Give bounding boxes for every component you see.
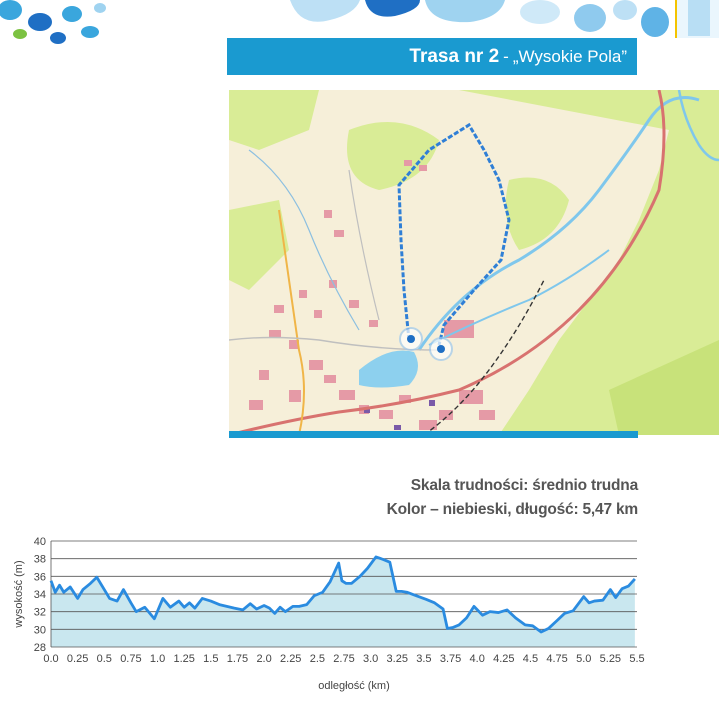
- river: [428, 249, 610, 346]
- x-tick-label: 1.0: [150, 653, 165, 665]
- x-tick-label: 2.25: [280, 653, 301, 665]
- x-tick-label: 5.25: [600, 653, 621, 665]
- road: [229, 336, 440, 351]
- title-separator: -: [503, 46, 509, 66]
- x-tick-label: 3.0: [363, 653, 378, 665]
- elevation-line: [49, 555, 636, 634]
- route-number: Trasa nr 2: [409, 45, 500, 67]
- end-marker: [437, 345, 445, 353]
- road: [348, 169, 380, 321]
- forest-area: [229, 90, 319, 150]
- x-tick-label: 2.5: [310, 653, 325, 665]
- y-tick-label: 36: [34, 571, 46, 583]
- railway: [423, 279, 545, 435]
- x-tick-label: 0.25: [67, 653, 88, 665]
- elevation-chart: 40 38 36 34 32 30 280.0 0.25 0.5 0.75 1.0 1.25 1.5 1.…: [13, 536, 645, 692]
- y-tick-label: 28: [34, 642, 46, 654]
- x-tick-label: 0.0: [43, 653, 58, 665]
- road: [278, 209, 305, 435]
- main-road: [229, 90, 666, 435]
- x-tick-label: 3.25: [387, 653, 408, 665]
- x-tick-label: 1.25: [173, 653, 194, 665]
- forest-area: [459, 90, 719, 435]
- difficulty-label: Skala trudności: średnio trudna: [410, 477, 638, 494]
- x-axis-title: odległość (km): [318, 680, 390, 692]
- y-tick-label: 32: [34, 607, 46, 619]
- header-decoration: [0, 0, 719, 44]
- x-tick-label: 0.75: [120, 653, 141, 665]
- route-map[interactable]: [229, 90, 719, 435]
- forest-area: [609, 340, 719, 435]
- x-tick-label: 0.5: [97, 653, 112, 665]
- stream: [248, 149, 360, 331]
- x-tick-label: 1.75: [227, 653, 248, 665]
- x-tick-label: 4.0: [470, 653, 485, 665]
- lake: [359, 350, 418, 388]
- x-tick-label: 1.5: [203, 653, 218, 665]
- forest-area: [229, 200, 289, 290]
- route-name: „Wysokie Pola”: [512, 46, 627, 66]
- y-tick-label: 30: [34, 624, 46, 636]
- map-bottom-strip: [229, 431, 638, 438]
- x-tick-label: 5.0: [576, 653, 591, 665]
- elevation-area: [51, 556, 635, 647]
- y-axis-title: wysokość (m): [13, 560, 25, 628]
- start-marker: [407, 335, 415, 343]
- x-tick-label: 2.0: [256, 653, 271, 665]
- y-tick-label: 40: [34, 536, 46, 548]
- y-tick-label: 38: [34, 554, 46, 566]
- river: [677, 90, 719, 162]
- color-length-label: Kolor – niebieski, długość: 5,47 km: [386, 501, 639, 518]
- hiking-route: [397, 122, 511, 346]
- x-tick-label: 3.75: [440, 653, 461, 665]
- forest-area: [347, 122, 439, 190]
- x-tick-label: 4.75: [546, 653, 567, 665]
- x-tick-label: 3.5: [416, 653, 431, 665]
- route-title-bar: Trasa nr 2 - „Wysokie Pola”: [227, 38, 637, 75]
- y-tick-label: 34: [34, 589, 46, 601]
- x-tick-label: 2.75: [333, 653, 354, 665]
- x-tick-label: 4.25: [493, 653, 514, 665]
- forest-area: [505, 177, 569, 250]
- x-tick-label: 4.5: [523, 653, 538, 665]
- x-tick-label: 5.5: [629, 653, 644, 665]
- river: [417, 96, 700, 351]
